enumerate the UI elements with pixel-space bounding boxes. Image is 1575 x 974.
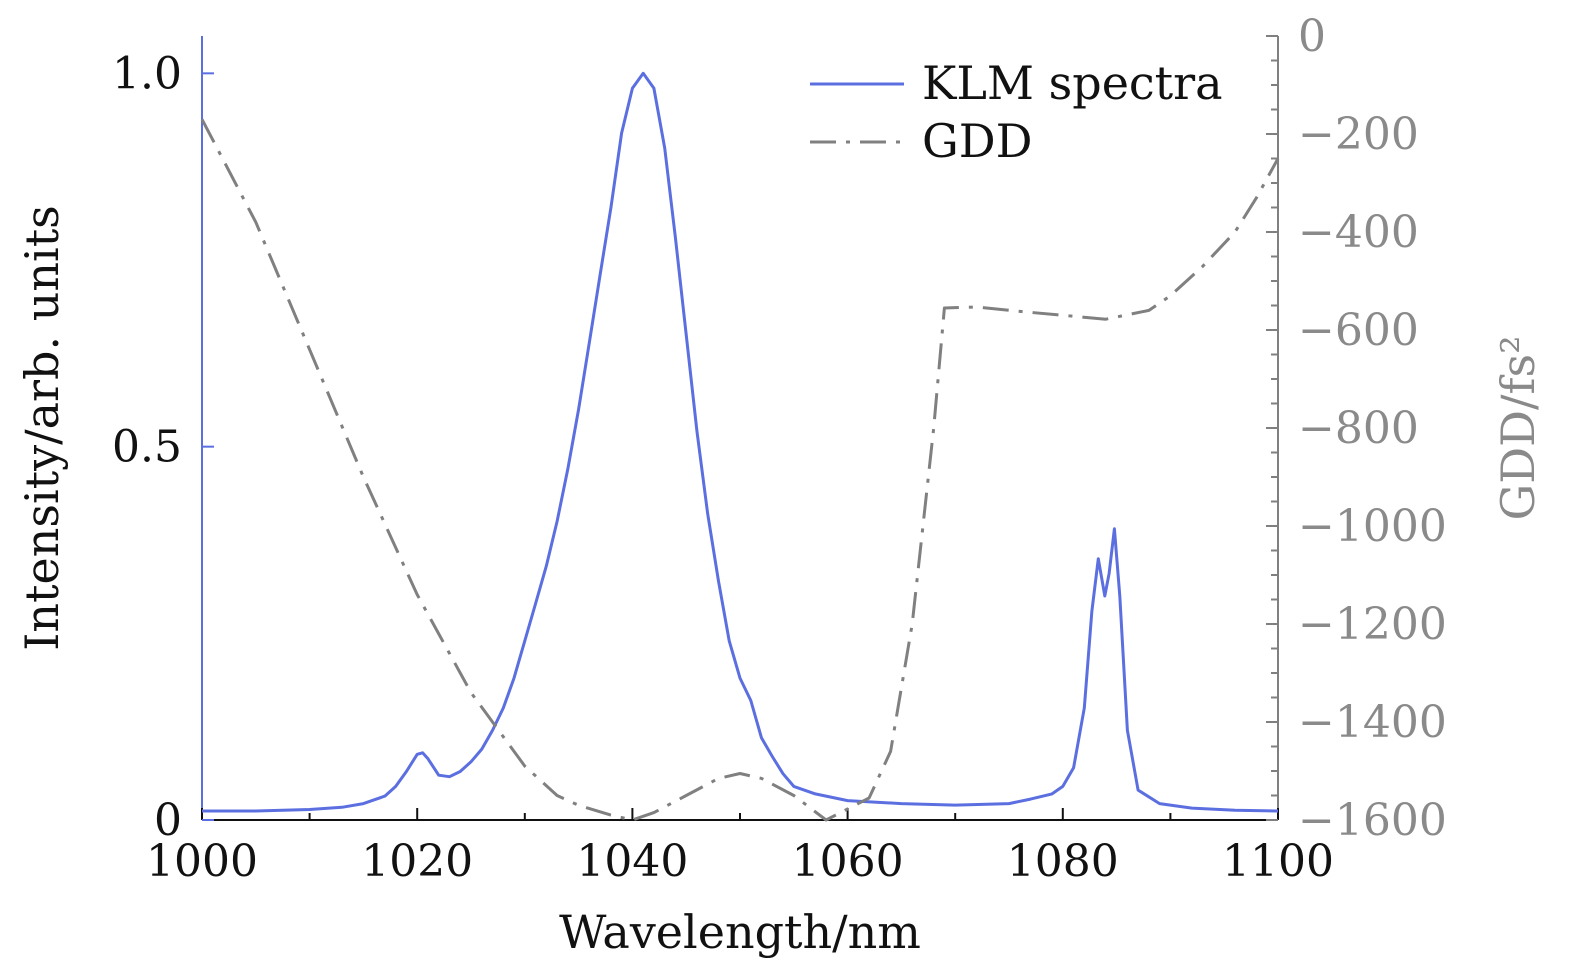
x-tick-label: 1060 [792,836,904,887]
y-right-axis-title: GDD/fs² [1491,335,1545,520]
axes [201,35,1279,821]
y-right-tick-label: 0 [1298,11,1326,62]
series-layer [200,71,1280,822]
y-right-tick-label: −800 [1298,403,1419,454]
y-right-tick-label: −1400 [1298,697,1447,748]
y-right-tick-label: −400 [1298,207,1419,258]
x-tick-label: 1020 [361,836,473,887]
y-right-tick-label: −200 [1298,109,1419,160]
y-right-tick-label: −1000 [1298,501,1447,552]
y-left-tick-label: 0.5 [112,422,182,473]
gdd-line [200,118,1280,822]
x-tick-label: 1000 [146,836,258,887]
x-axis-title: Wavelength/nm [559,905,921,959]
x-tick-label: 1080 [1007,836,1119,887]
labels-layer: 1000 1020 1040 1060 1080 1100 0 0.5 1.0 0 −200 −400… [15,11,1545,959]
legend-label: GDD [922,114,1033,168]
y-right-tick-label: −1600 [1298,795,1447,846]
x-tick-label: 1100 [1222,836,1334,887]
y-right-tick-label: −600 [1298,305,1419,356]
klm-spectra-line [202,71,1279,813]
y-right-tick-label: −1200 [1298,599,1447,650]
x-tick-label: 1040 [576,836,688,887]
y-left-tick-label: 0 [154,795,182,846]
y-left-axis-title: Intensity/arb. units [15,205,69,651]
y-left-tick-label: 1.0 [112,48,182,99]
legend-label: KLM spectra [922,56,1223,110]
